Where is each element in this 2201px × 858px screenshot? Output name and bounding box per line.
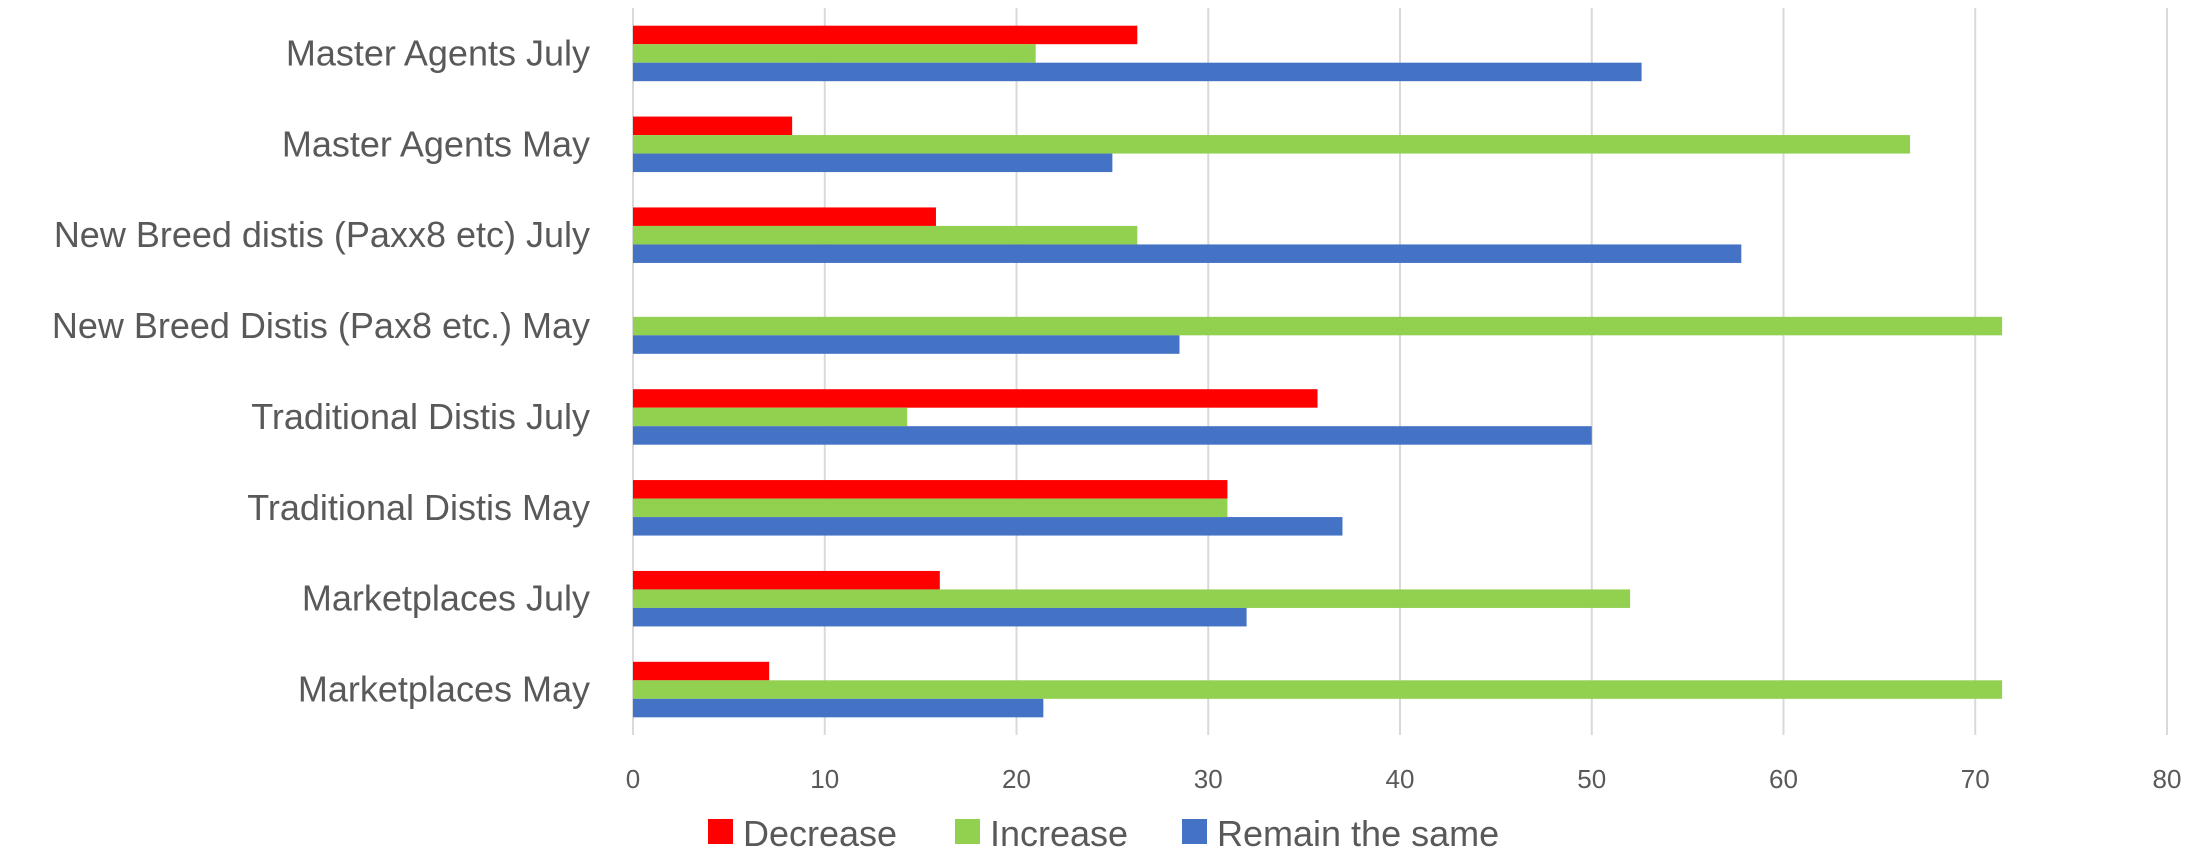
bar-remain-the-same <box>633 153 1113 173</box>
bar-decrease <box>633 480 1228 499</box>
category-label: Master Agents May <box>282 123 590 164</box>
legend-label: Increase <box>990 813 1128 854</box>
legend: Decrease Increase Remain the same <box>708 813 1499 854</box>
bar-increase <box>633 316 2003 336</box>
category-label: Marketplaces May <box>298 669 590 710</box>
bar-increase <box>633 225 1138 245</box>
bar-decrease <box>633 116 793 136</box>
x-tick-label: 60 <box>1769 764 1798 794</box>
legend-swatch-increase <box>955 819 980 844</box>
category-labels: Master Agents July Master Agents May New B… <box>52 32 590 709</box>
x-tick-labels: 0 10 20 30 40 50 60 70 80 <box>626 764 2182 794</box>
bar-remain-the-same <box>633 698 1044 718</box>
x-tick-label: 10 <box>810 764 839 794</box>
bar-remain-the-same <box>633 517 1343 536</box>
x-tick-label: 50 <box>1577 764 1606 794</box>
bar-decrease <box>633 389 1318 408</box>
bar-decrease <box>633 570 940 590</box>
category-label: New Breed distis (Paxx8 etc) July <box>54 214 590 255</box>
bar-increase <box>633 680 2003 699</box>
bar-remain-the-same <box>633 244 1742 263</box>
category-label: New Breed Distis (Pax8 etc.) May <box>52 305 590 346</box>
legend-label: Decrease <box>743 813 897 854</box>
x-tick-label: 80 <box>2153 764 2182 794</box>
bar-increase <box>633 498 1228 518</box>
x-tick-label: 20 <box>1002 764 1031 794</box>
category-label: Traditional Distis July <box>251 396 590 437</box>
category-label: Traditional Distis May <box>247 487 590 528</box>
bar-increase <box>633 407 908 427</box>
legend-swatch-decrease <box>708 819 733 844</box>
bar-decrease <box>633 25 1138 45</box>
legend-swatch-remain-the-same <box>1182 819 1207 844</box>
bar-remain-the-same <box>633 335 1180 354</box>
x-tick-label: 0 <box>626 764 640 794</box>
bar-remain-the-same <box>633 62 1642 82</box>
bar-decrease <box>633 661 770 681</box>
x-tick-label: 30 <box>1194 764 1223 794</box>
x-tick-label: 70 <box>1961 764 1990 794</box>
bar-remain-the-same <box>633 607 1247 627</box>
category-label: Marketplaces July <box>302 578 590 619</box>
bar-increase <box>633 135 1911 154</box>
legend-label: Remain the same <box>1217 813 1499 854</box>
bar-remain-the-same <box>633 426 1592 445</box>
bar-increase <box>633 44 1036 63</box>
x-tick-label: 40 <box>1386 764 1415 794</box>
bar-increase <box>633 589 1631 608</box>
bars <box>633 25 2003 718</box>
bar-decrease <box>633 207 936 226</box>
gridlines <box>632 8 2168 735</box>
category-label: Master Agents July <box>286 32 590 73</box>
